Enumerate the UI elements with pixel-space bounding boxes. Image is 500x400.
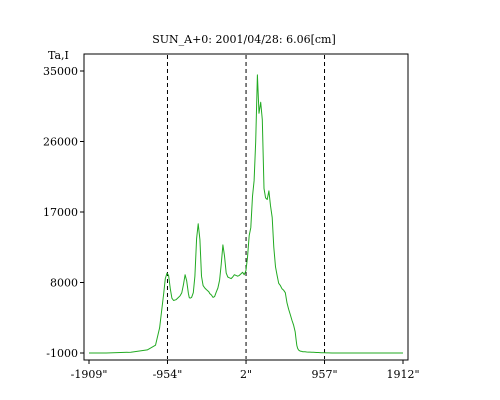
- chart-title: SUN_A+0: 2001/04/28: 6.06[cm]: [152, 33, 336, 46]
- x-tick-label: -1909": [71, 368, 108, 381]
- y-tick-label: -1000: [46, 347, 78, 360]
- series-line: [89, 74, 403, 354]
- y-tick-label: 17000: [43, 206, 78, 219]
- y-axis-label: Ta,I: [48, 49, 69, 62]
- y-axis: -1000 8000 17000 26000 35000: [43, 65, 84, 360]
- y-tick-label: 26000: [43, 136, 78, 149]
- x-axis: -1909" -954" 2" 957" 1912": [71, 360, 420, 381]
- plot-area: [83, 53, 409, 361]
- x-tick-label: 1912": [386, 368, 419, 381]
- series-layer: [89, 74, 403, 354]
- x-tick-label: 2": [240, 368, 252, 381]
- marker-lines: [166, 55, 326, 359]
- y-tick-label: 8000: [50, 277, 78, 290]
- y-tick-label: 35000: [43, 65, 78, 78]
- x-tick-label: 957": [311, 368, 337, 381]
- x-tick-label: -954": [153, 368, 183, 381]
